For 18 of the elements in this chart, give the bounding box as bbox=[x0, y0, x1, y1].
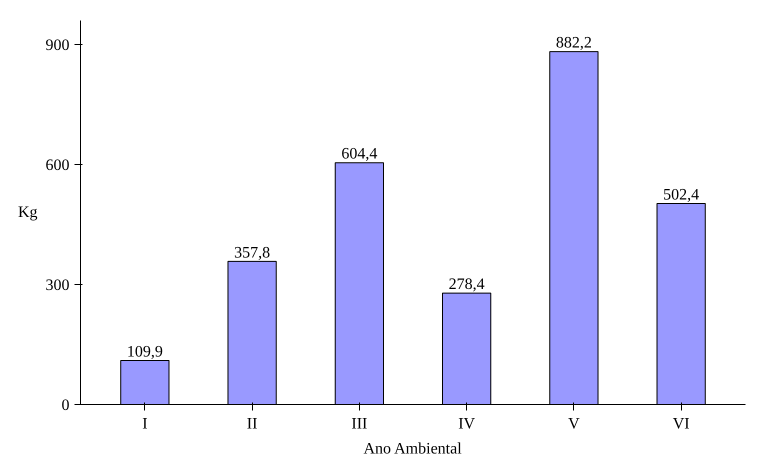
x-tick-label: IV bbox=[458, 416, 476, 432]
y-axis-title: Kg bbox=[18, 204, 38, 221]
y-tick-label: 0 bbox=[62, 397, 70, 414]
x-tick-label: V bbox=[568, 416, 580, 432]
y-tick-label: 900 bbox=[46, 37, 70, 54]
x-tick-label: II bbox=[246, 416, 258, 432]
data-label: 357,8 bbox=[234, 244, 270, 262]
data-label: 502,4 bbox=[663, 186, 700, 204]
data-label: 882,2 bbox=[556, 34, 592, 52]
data-label: 604,4 bbox=[341, 146, 378, 163]
y-tick-label: 300 bbox=[46, 277, 70, 294]
x-axis-title: Ano Ambiental bbox=[363, 440, 462, 458]
x-tick-label: VI bbox=[672, 416, 690, 432]
data-label: 109,9 bbox=[126, 344, 163, 361]
data-label: 278,4 bbox=[448, 276, 485, 294]
y-tick-label: 600 bbox=[46, 157, 70, 174]
x-tick-label: III bbox=[351, 416, 368, 432]
x-tick-label: I bbox=[142, 416, 148, 432]
